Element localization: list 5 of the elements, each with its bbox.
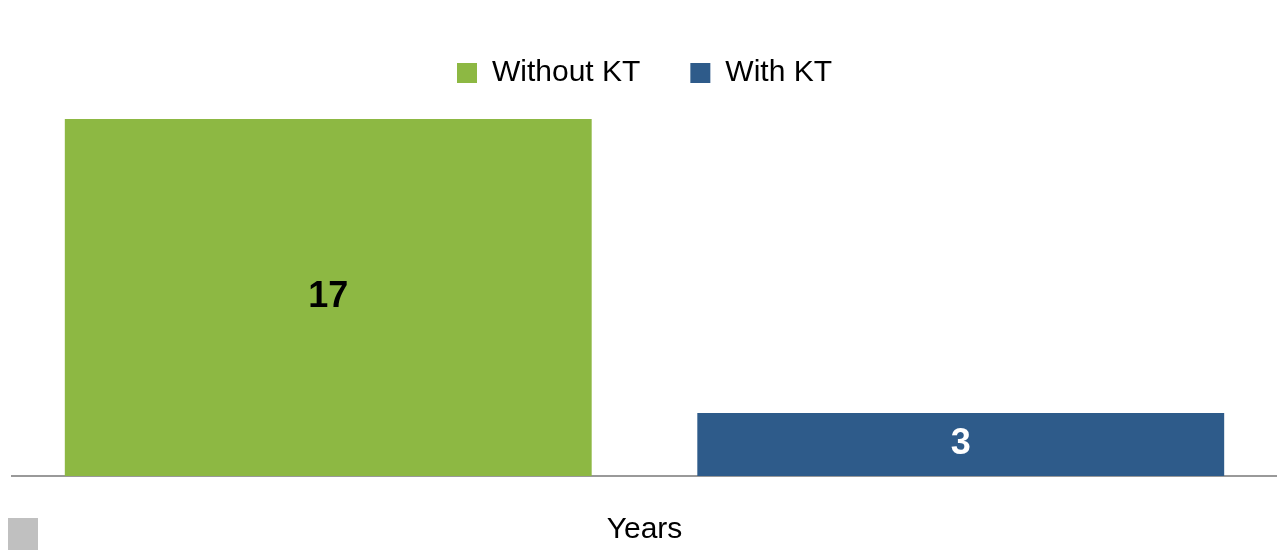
legend-label: Without KT [491,54,641,88]
legend-label: With KT [725,54,833,88]
x-axis-title: Years [606,511,683,545]
data-label: 17 [308,274,349,316]
data-label: 3 [950,421,971,463]
